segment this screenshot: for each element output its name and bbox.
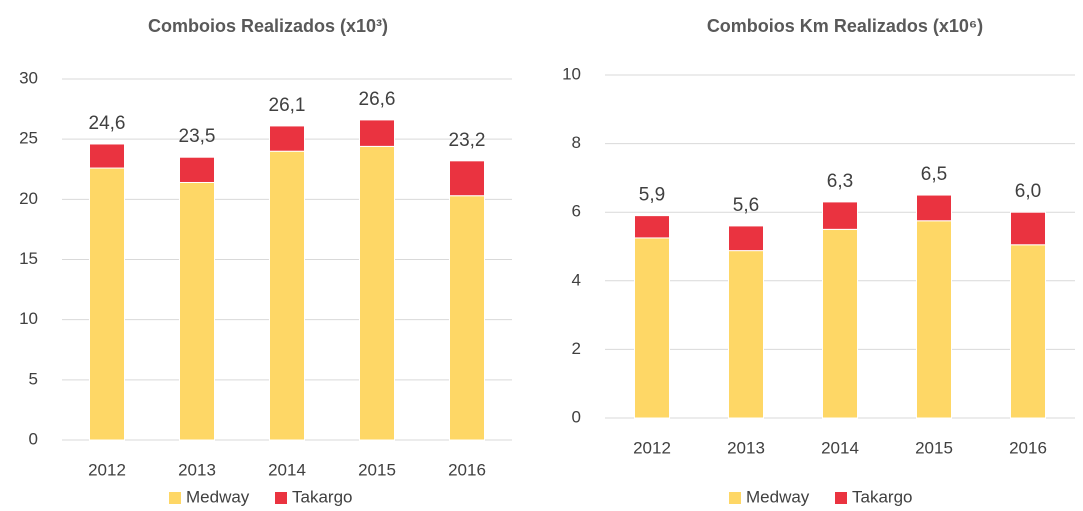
- legend-label: Medway: [746, 487, 810, 506]
- bar-segment: [359, 119, 395, 147]
- legend-label: Takargo: [292, 487, 352, 506]
- bar-segment: [449, 160, 485, 197]
- y-tick-label: 4: [572, 270, 581, 289]
- y-tick-label: 20: [19, 189, 38, 208]
- total-label: 24,6: [89, 113, 126, 134]
- y-tick-label: 8: [572, 133, 581, 152]
- total-label: 26,6: [359, 89, 396, 110]
- bar-segment: [822, 228, 858, 419]
- total-label: 23,2: [449, 130, 486, 151]
- total-label: 5,6: [733, 195, 759, 216]
- bar-segment: [89, 167, 125, 441]
- y-tick-label: 30: [19, 68, 38, 87]
- x-tick-label: 2016: [448, 460, 486, 479]
- x-tick-label: 2012: [633, 438, 671, 457]
- bar-segment: [822, 201, 858, 230]
- chart-title: Comboios Km Realizados (x10⁶): [707, 16, 983, 36]
- x-tick-label: 2012: [88, 460, 126, 479]
- y-tick-label: 25: [19, 129, 38, 148]
- y-tick-label: 15: [19, 249, 38, 268]
- x-tick-label: 2013: [727, 438, 765, 457]
- bar-segment: [916, 194, 952, 222]
- bar-segment: [269, 125, 305, 152]
- legend-swatch: [729, 492, 741, 504]
- y-tick-label: 10: [562, 64, 581, 83]
- bar-segment: [449, 195, 485, 441]
- y-tick-label: 5: [29, 369, 38, 388]
- total-label: 26,1: [269, 95, 306, 116]
- x-tick-label: 2015: [358, 460, 396, 479]
- x-tick-label: 2014: [821, 438, 859, 457]
- bar-segment: [1010, 244, 1046, 419]
- bar-segment: [269, 150, 305, 441]
- y-tick-label: 10: [19, 309, 38, 328]
- y-tick-label: 0: [572, 407, 581, 426]
- y-tick-label: 2: [572, 339, 581, 358]
- bar-segment: [359, 145, 395, 441]
- legend-label: Medway: [186, 487, 250, 506]
- total-label: 23,5: [179, 126, 216, 147]
- bar-segment: [916, 220, 952, 419]
- bar-segment: [89, 143, 125, 169]
- x-tick-label: 2014: [268, 460, 306, 479]
- bar-segment: [634, 215, 670, 239]
- total-label: 5,9: [639, 185, 665, 206]
- bar-segment: [728, 250, 764, 419]
- y-tick-label: 0: [29, 429, 38, 448]
- total-label: 6,5: [921, 164, 947, 185]
- chart-title: Comboios Realizados (x10³): [148, 16, 388, 36]
- legend-swatch: [835, 492, 847, 504]
- bar-segment: [179, 156, 215, 183]
- legend-swatch: [169, 492, 181, 504]
- x-tick-label: 2016: [1009, 438, 1047, 457]
- total-label: 6,0: [1015, 181, 1041, 202]
- legend-swatch: [275, 492, 287, 504]
- total-label: 6,3: [827, 171, 853, 192]
- legend-label: Takargo: [852, 487, 912, 506]
- y-tick-label: 6: [572, 202, 581, 221]
- x-tick-label: 2015: [915, 438, 953, 457]
- bar-segment: [1010, 211, 1046, 246]
- bar-segment: [634, 237, 670, 419]
- bar-segment: [179, 181, 215, 441]
- x-tick-label: 2013: [178, 460, 216, 479]
- bar-segment: [728, 225, 764, 252]
